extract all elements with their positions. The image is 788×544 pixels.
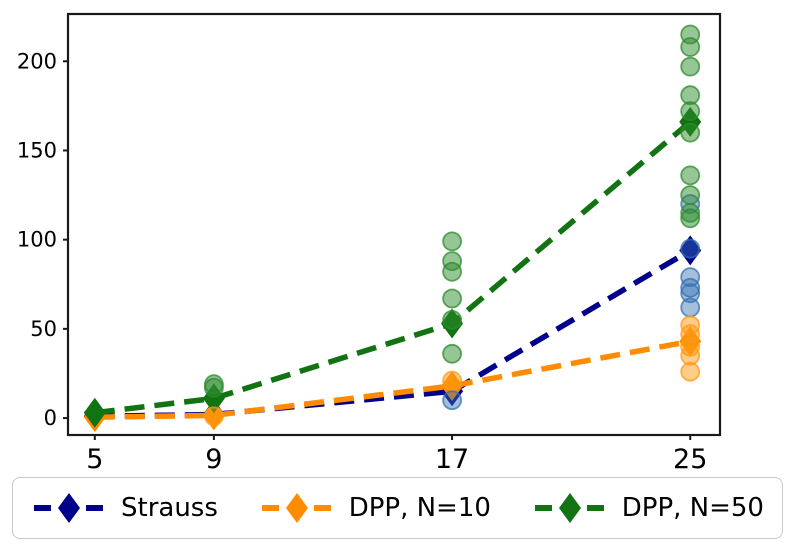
scatter-point	[203, 406, 224, 427]
diamond-marker	[83, 397, 106, 428]
scatter-point	[680, 37, 701, 57]
scatter-point	[442, 309, 463, 330]
scatter-point	[680, 361, 701, 382]
scatter-point	[680, 185, 701, 206]
y-tick-label: 150	[17, 138, 57, 162]
scatter-point	[203, 377, 224, 398]
scatter-point	[680, 165, 701, 186]
y-tick-label: 100	[17, 228, 57, 252]
scatter-point	[680, 277, 701, 298]
legend-item-dpp-n10: DPP, N=10	[259, 490, 491, 526]
scatter-point	[680, 56, 701, 77]
scatter-point	[680, 238, 701, 259]
legend-item-dpp-n50: DPP, N=50	[532, 490, 764, 526]
scatter-point	[442, 261, 463, 282]
legend-marker-dpp-n50-icon	[534, 493, 605, 523]
x-tick-label: 9	[205, 444, 222, 475]
series-line-dpp-n-10	[94, 338, 691, 420]
scatter-point	[680, 101, 701, 122]
legend-label-dpp-n50: DPP, N=50	[621, 493, 764, 523]
scatter-point	[680, 267, 701, 288]
legend-label-dpp-n10: DPP, N=10	[348, 493, 491, 523]
diamond-marker	[679, 235, 702, 266]
legend-marker-strauss-icon	[34, 493, 104, 523]
y-tick-label: 50	[30, 317, 57, 341]
series-line-dpp-n-50	[94, 119, 692, 416]
series-line-strauss	[94, 248, 692, 420]
scatter-point	[680, 297, 701, 318]
legend-marker-dpp-n10-icon	[261, 493, 332, 523]
legend-item-strauss: Strauss	[31, 490, 218, 526]
y-tick-label: 200	[17, 49, 57, 73]
legend: Strauss DPP, N=10 DPP, N=50	[12, 477, 783, 539]
scatter-point	[680, 122, 701, 143]
scatter-point	[442, 343, 463, 364]
scatter-point	[442, 370, 463, 391]
scatter-point	[442, 288, 463, 309]
scatter-point	[680, 208, 701, 229]
chart-svg: 0 50 100 150 200 5 9 17 25	[17, 12, 722, 475]
scatter-point	[680, 283, 701, 304]
y-tick-label: 0	[44, 406, 57, 430]
plot-frame	[66, 12, 722, 437]
x-tick-label: 17	[435, 444, 469, 475]
x-tick-label: 5	[86, 444, 103, 475]
legend-label-strauss: Strauss	[121, 493, 218, 523]
x-tick-label: 25	[673, 444, 707, 475]
scatter-point	[442, 231, 463, 252]
scatter-point	[442, 390, 463, 411]
